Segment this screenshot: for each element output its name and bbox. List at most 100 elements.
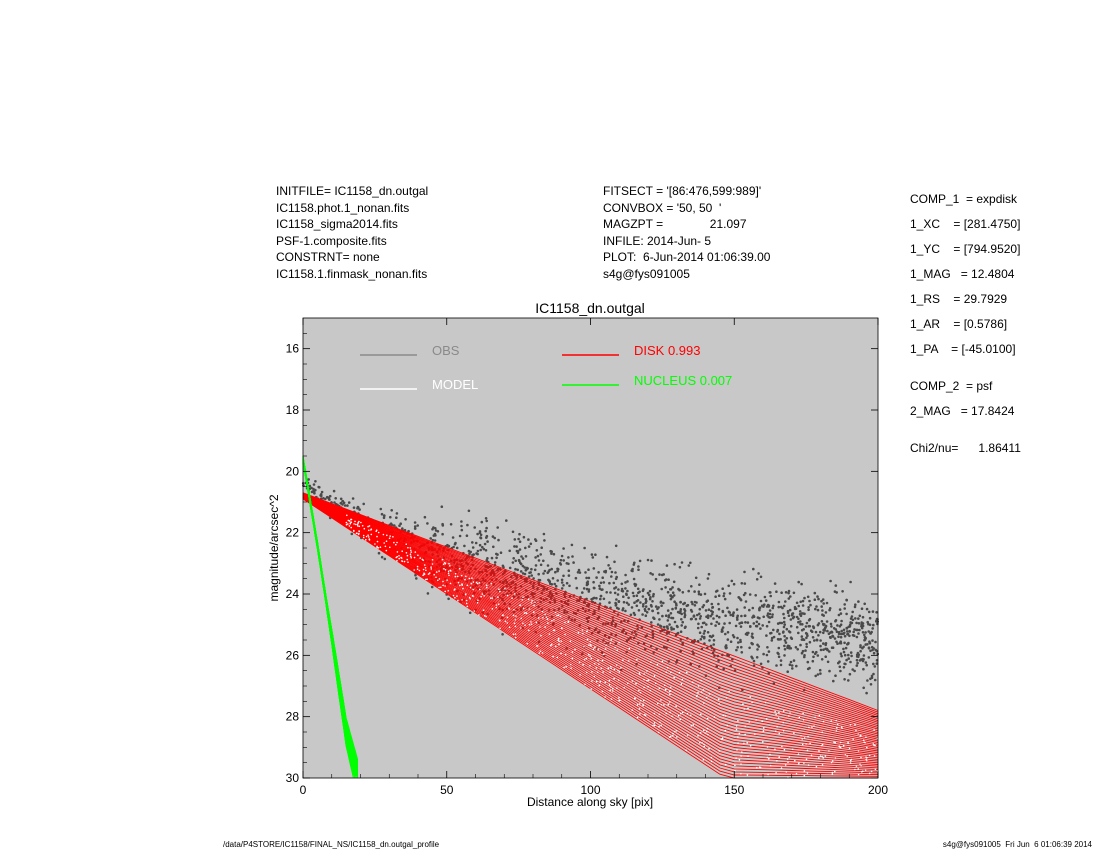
model-point (567, 621, 569, 624)
obs-point (552, 552, 556, 556)
model-point (483, 595, 485, 597)
obs-point (726, 606, 729, 610)
obs-point (822, 631, 825, 635)
model-point (718, 703, 720, 705)
param-value: = [281.4750] (953, 217, 1021, 231)
obs-point (856, 661, 859, 665)
model-point (824, 755, 827, 757)
model-point (680, 712, 682, 715)
obs-point (693, 590, 696, 593)
obs-point (666, 590, 670, 594)
model-point (784, 764, 787, 766)
model-point (525, 612, 528, 615)
obs-point (539, 553, 542, 556)
obs-point (694, 617, 698, 621)
obs-point (609, 606, 612, 610)
header-middle-line-6: s4g@fys091005 (603, 266, 690, 281)
model-point (774, 748, 776, 751)
obs-point (807, 619, 811, 622)
obs-point (844, 646, 848, 650)
model-point (464, 578, 466, 581)
model-point (762, 730, 765, 732)
obs-point (571, 555, 574, 558)
y-tick-label: 20 (286, 464, 300, 478)
obs-point (581, 591, 584, 594)
param-value: = 29.7929 (953, 292, 1008, 306)
model-point (778, 732, 780, 735)
obs-point (666, 609, 670, 612)
obs-point (788, 645, 791, 648)
model-point (468, 596, 471, 599)
obs-point (685, 604, 689, 608)
model-point (852, 738, 854, 740)
obs-point (622, 600, 626, 604)
obs-point (671, 607, 674, 611)
obs-point (534, 556, 537, 559)
model-point (442, 580, 444, 583)
obs-point (723, 622, 726, 625)
obs-point (481, 545, 484, 549)
model-point (593, 675, 595, 678)
obs-point (699, 638, 703, 641)
obs-point (513, 545, 516, 548)
model-point (775, 713, 777, 716)
obs-point (583, 546, 586, 550)
model-point (700, 691, 703, 693)
obs-point (643, 607, 647, 611)
model-point (623, 687, 625, 689)
obs-point (633, 601, 636, 604)
model-point (395, 543, 397, 546)
nucleus-model (302, 455, 359, 779)
model-point (449, 582, 452, 585)
obs-point (862, 667, 865, 671)
obs-point (383, 557, 387, 561)
model-point (578, 661, 581, 663)
model-point (478, 614, 480, 616)
obs-point (717, 594, 721, 597)
model-point (347, 519, 350, 522)
header-left-line-5: CONSTRNT= none (276, 250, 380, 264)
model-point (830, 720, 832, 722)
obs-point (834, 584, 838, 587)
model-point (735, 728, 738, 731)
obs-point (833, 637, 837, 640)
obs-point (766, 614, 769, 617)
obs-point (837, 630, 841, 634)
model-point (586, 638, 589, 641)
obs-point (870, 630, 873, 634)
model-point (678, 671, 681, 674)
obs-point (840, 619, 843, 623)
obs-point (517, 537, 520, 541)
obs-point (770, 615, 774, 619)
obs-point (496, 526, 500, 529)
obs-point (783, 644, 786, 648)
disk-model-line (302, 496, 879, 757)
obs-point (691, 602, 694, 606)
model-point (590, 657, 593, 660)
obs-point (466, 523, 469, 527)
model-point (539, 650, 542, 652)
model-point (441, 558, 444, 561)
obs-point (511, 561, 515, 564)
obs-point (784, 591, 788, 594)
obs-point (812, 655, 815, 659)
obs-point (672, 594, 676, 597)
model-point (583, 659, 586, 661)
model-point (422, 568, 425, 571)
obs-point (666, 619, 670, 622)
disk-model-line (302, 498, 879, 777)
model-point (556, 614, 558, 617)
model-point (638, 689, 640, 692)
model-point (483, 614, 486, 617)
obs-point (829, 622, 833, 626)
model-point (643, 714, 646, 716)
model-point (476, 582, 479, 585)
model-point (778, 756, 780, 758)
model-point (443, 562, 446, 564)
obs-point (864, 661, 868, 664)
header-middle-line-5: PLOT: 6-Jun-2014 01:06:39.00 (603, 250, 771, 264)
obs-point (826, 629, 829, 633)
obs-point (698, 631, 702, 634)
model-point (686, 712, 689, 715)
